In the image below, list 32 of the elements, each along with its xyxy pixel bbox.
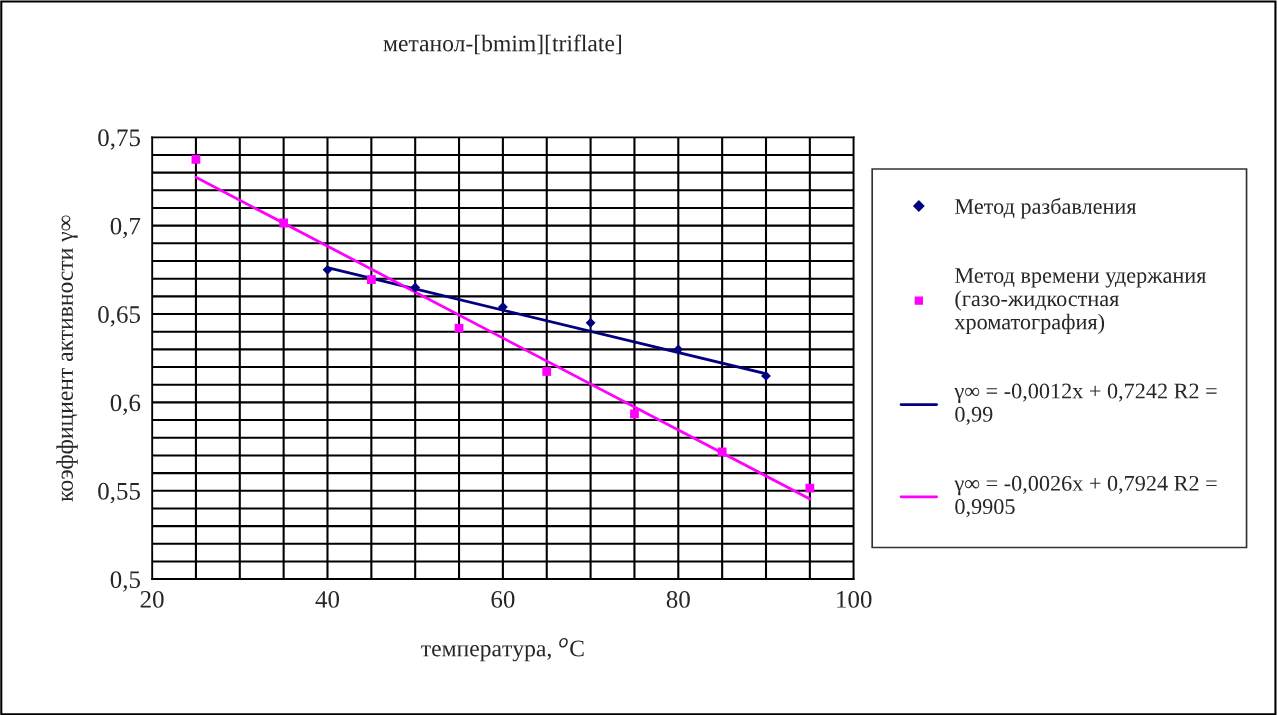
y-tick-label: 0,5 [110,571,140,592]
y-tick-label: 0,55 [98,482,140,504]
y-tick-label: 0,75 [98,129,140,150]
legend-label: Метод времени удержания (газо-жидкостная хроматография) [954,268,1207,335]
point [366,275,376,284]
point [673,344,684,355]
y-tick-label: 0,65 [98,306,140,327]
y-tick-label: 0,6 [110,394,141,415]
x-tick-label: 60 [491,590,515,608]
x-tick-label: 100 [837,590,872,608]
point [454,323,464,333]
point [497,302,508,312]
x-tick-label: 80 [666,590,690,608]
point [717,447,727,457]
point [761,370,771,381]
point [191,154,201,164]
point [585,317,596,328]
y-axis-title: коэффициент активности γ∞ [56,215,78,502]
legend-label: γ∞ = -0,0026x + 0,7924 R2 = 0,9905 [954,475,1217,518]
chart-title: метанол-[bmim][triflate] [383,34,622,55]
x-tick-label: 40 [315,590,340,608]
point [542,367,552,376]
x-tick-label: 20 [140,590,164,608]
point [805,483,815,493]
legend-label: γ∞ = -0,0012x + 0,7242 R2 = 0,99 [954,383,1217,425]
point [322,264,333,275]
point [410,282,421,293]
point [279,218,289,228]
point [630,409,639,419]
legend-label: Метод разбавления [955,197,1137,219]
y-tick-label: 0,7 [110,217,141,239]
x-axis-title: температура, $^{o}$C [421,637,584,662]
